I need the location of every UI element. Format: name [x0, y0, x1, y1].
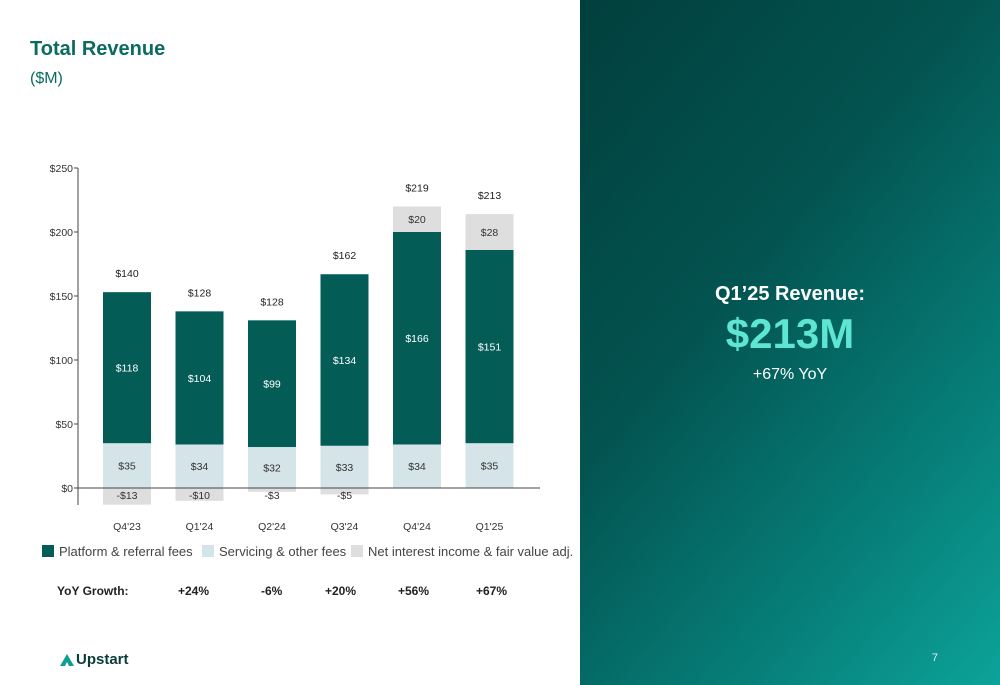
- page-number: 7: [931, 652, 938, 664]
- data-label-netint: -$10: [189, 490, 210, 502]
- legend-swatch-netint: [351, 545, 363, 557]
- yoy-value: +20%: [325, 584, 357, 598]
- yoy-value: +24%: [178, 584, 210, 598]
- bar-netint: [248, 488, 296, 492]
- data-label-servicing: $33: [336, 462, 354, 474]
- data-label-platform: $134: [333, 355, 357, 367]
- data-label-platform: $104: [188, 373, 212, 385]
- bar-netint: [465, 214, 514, 250]
- bar-netint: [175, 488, 224, 501]
- data-label-platform: $166: [405, 333, 429, 345]
- bar-platform: [175, 311, 224, 445]
- data-label-platform: $118: [116, 363, 139, 375]
- legend-label-platform: Platform & referral fees: [59, 544, 193, 559]
- bar-servicing: [175, 444, 224, 488]
- legend-label-servicing: Servicing & other fees: [219, 544, 347, 559]
- data-label-platform: $151: [478, 342, 502, 354]
- bar-netint: [320, 488, 369, 495]
- data-label-netint: -$13: [116, 490, 137, 502]
- yoy-value: -6%: [261, 584, 283, 598]
- data-label-servicing: $35: [481, 461, 499, 473]
- bar-platform: [248, 320, 296, 448]
- x-tick-label: Q3'24: [331, 521, 359, 533]
- y-tick-label: $200: [50, 227, 74, 239]
- x-tick-label: Q4'24: [403, 521, 431, 533]
- kpi-title: Q1’25 Revenue:: [714, 283, 866, 305]
- data-label-servicing: $34: [191, 461, 209, 473]
- legend-item-servicing: Servicing & other fees: [202, 544, 346, 559]
- kpi-growth: +67% YoY: [752, 366, 828, 383]
- page-title: Total Revenue: [30, 38, 166, 60]
- bar-netint: [393, 206, 441, 232]
- legend-swatch-platform: [42, 545, 54, 557]
- y-tick-label: $100: [50, 355, 74, 367]
- x-tick-label: Q1'25: [476, 521, 504, 533]
- y-tick-label: $250: [50, 163, 74, 175]
- yoy-value: +56%: [398, 584, 430, 598]
- bar-servicing: [320, 445, 369, 488]
- data-label-servicing: $34: [408, 461, 426, 473]
- total-label: $213: [478, 190, 502, 202]
- revenue-bar-chart: $0 $50 $100 $150 $200 $250 $35 $118 -$13 $140 Q4'2…: [50, 163, 540, 533]
- bar-netint: [103, 488, 151, 505]
- upstart-logo: Upstart: [60, 651, 129, 668]
- logo-text: Upstart: [76, 651, 129, 668]
- chart-panel: Total Revenue ($M) $0 $50 $100 $150 $200 $250…: [30, 38, 574, 668]
- bar-platform: [103, 292, 151, 444]
- data-label-servicing: $35: [118, 461, 136, 473]
- data-label-netint: -$3: [264, 490, 279, 502]
- legend-item-netint: Net interest income & fair value adj.: [351, 544, 573, 559]
- total-label: $128: [260, 296, 284, 308]
- bar-platform: [393, 232, 441, 445]
- data-label-netint: -$5: [337, 490, 352, 502]
- x-tick-label: Q1'24: [186, 521, 214, 533]
- legend-label-netint: Net interest income & fair value adj.: [368, 544, 574, 559]
- y-tick-label: $50: [55, 419, 73, 431]
- y-tick-label: $0: [61, 483, 73, 495]
- x-tick-label: Q2'24: [258, 521, 286, 533]
- bar-servicing: [103, 443, 151, 488]
- bar-servicing: [248, 447, 296, 488]
- page-subtitle: ($M): [30, 70, 63, 87]
- yoy-growth-label: YoY Growth:: [57, 584, 129, 598]
- total-label: $128: [188, 287, 212, 299]
- data-label-netint: $28: [481, 227, 499, 239]
- bar-servicing: [465, 443, 514, 488]
- data-label-platform: $99: [263, 379, 281, 391]
- kpi-value: $213M: [725, 310, 855, 357]
- bar-servicing: [393, 444, 441, 488]
- data-label-netint: $20: [408, 214, 426, 226]
- bar-platform: [320, 274, 369, 446]
- yoy-value: +67%: [476, 584, 508, 598]
- highlight-panel: Q1’25 Revenue: $213M +67% YoY 7: [580, 0, 1000, 685]
- total-label: $219: [405, 182, 429, 194]
- total-label: $162: [333, 250, 357, 262]
- x-tick-label: Q4'23: [113, 521, 141, 533]
- data-label-servicing: $32: [263, 463, 281, 475]
- legend-swatch-servicing: [202, 545, 214, 557]
- bar-platform: [465, 249, 514, 444]
- total-label: $140: [115, 268, 139, 280]
- y-tick-label: $150: [50, 291, 74, 303]
- upstart-logo-icon: [60, 654, 74, 666]
- legend-item-platform: Platform & referral fees: [42, 544, 193, 559]
